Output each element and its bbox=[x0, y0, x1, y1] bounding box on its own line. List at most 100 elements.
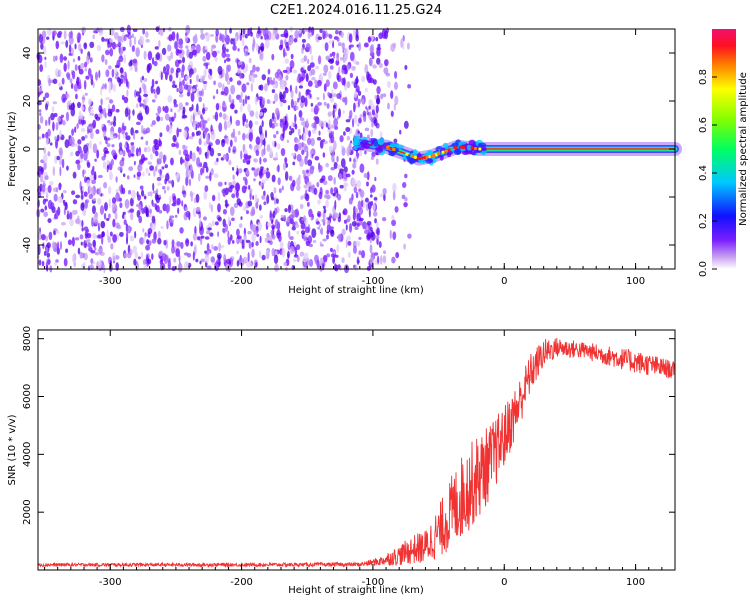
noise-blob bbox=[259, 111, 264, 117]
noise-blob bbox=[227, 237, 231, 245]
colorbar-tick-label: 0.4 bbox=[698, 165, 709, 181]
noise-blob bbox=[241, 239, 245, 249]
noise-blob bbox=[61, 77, 65, 85]
signal-blob bbox=[376, 147, 384, 153]
noise-blob bbox=[278, 188, 282, 193]
noise-blob bbox=[372, 105, 377, 111]
bottom-x-tick-label: 100 bbox=[626, 577, 645, 588]
noise-blob bbox=[351, 118, 355, 128]
signal-core-dot bbox=[413, 155, 417, 159]
noise-blob bbox=[337, 193, 342, 201]
noise-blob bbox=[191, 49, 197, 56]
noise-blob bbox=[101, 235, 104, 245]
noise-blob bbox=[217, 181, 223, 187]
noise-blob bbox=[368, 57, 373, 67]
noise-blob bbox=[289, 214, 294, 220]
noise-blob bbox=[343, 184, 347, 192]
noise-blob bbox=[356, 153, 359, 160]
noise-blob bbox=[145, 127, 151, 134]
noise-blob bbox=[44, 175, 49, 181]
noise-blob bbox=[192, 207, 197, 218]
noise-blob bbox=[260, 138, 263, 147]
noise-blob bbox=[316, 181, 320, 188]
noise-blob bbox=[303, 55, 308, 62]
noise-blob bbox=[122, 46, 126, 52]
noise-blob bbox=[289, 236, 294, 240]
noise-blob bbox=[298, 91, 301, 100]
noise-blob bbox=[249, 110, 255, 117]
noise-blob bbox=[231, 180, 236, 186]
noise-blob bbox=[336, 52, 340, 62]
noise-blob bbox=[135, 203, 141, 208]
noise-blob bbox=[129, 208, 135, 213]
noise-blob bbox=[122, 211, 126, 215]
noise-blob bbox=[132, 58, 138, 64]
noise-blob bbox=[112, 252, 117, 262]
noise-blob bbox=[377, 43, 381, 48]
noise-blob bbox=[52, 121, 55, 132]
noise-blob bbox=[57, 241, 60, 250]
noise-blob bbox=[264, 39, 270, 49]
noise-blob bbox=[81, 227, 84, 232]
signal-blob bbox=[356, 147, 365, 151]
noise-blob bbox=[383, 250, 386, 255]
noise-blob bbox=[40, 42, 44, 50]
noise-blob bbox=[117, 42, 122, 48]
signal-blob bbox=[390, 150, 395, 157]
noise-blob bbox=[202, 75, 206, 82]
noise-blob bbox=[220, 91, 225, 96]
noise-blob bbox=[66, 210, 70, 214]
noise-blob bbox=[113, 135, 116, 139]
noise-blob bbox=[156, 176, 162, 182]
noise-blob bbox=[47, 259, 51, 265]
noise-blob bbox=[245, 210, 250, 215]
noise-blob bbox=[213, 80, 216, 86]
noise-blob bbox=[275, 130, 279, 135]
noise-blob bbox=[43, 211, 49, 218]
noise-blob bbox=[90, 56, 93, 63]
noise-blob bbox=[188, 51, 194, 59]
noise-blob bbox=[376, 221, 379, 230]
noise-blob bbox=[105, 97, 111, 101]
noise-blob bbox=[243, 233, 247, 242]
noise-blob bbox=[108, 122, 112, 126]
noise-blob bbox=[351, 169, 355, 175]
noise-blob bbox=[340, 31, 344, 38]
noise-blob bbox=[326, 253, 330, 258]
noise-blob bbox=[243, 149, 248, 155]
noise-blob bbox=[208, 68, 212, 74]
noise-blob bbox=[211, 194, 216, 202]
noise-blob bbox=[379, 193, 384, 198]
noise-blob bbox=[325, 189, 329, 195]
noise-blob bbox=[93, 239, 96, 248]
noise-blob bbox=[152, 182, 155, 192]
noise-blob bbox=[52, 101, 58, 105]
noise-blob bbox=[283, 215, 286, 220]
noise-blob bbox=[203, 62, 209, 67]
noise-blob bbox=[80, 194, 84, 200]
noise-blob bbox=[245, 156, 251, 165]
noise-blob bbox=[204, 185, 209, 193]
noise-blob bbox=[65, 40, 69, 48]
noise-blob bbox=[123, 35, 127, 42]
noise-blob bbox=[203, 68, 207, 78]
noise-blob bbox=[87, 265, 91, 271]
noise-blob bbox=[379, 255, 383, 265]
noise-blob bbox=[355, 34, 359, 42]
noise-blob bbox=[350, 140, 353, 144]
noise-blob bbox=[171, 84, 177, 88]
noise-blob bbox=[264, 27, 269, 37]
noise-blob bbox=[284, 32, 289, 39]
noise-blob bbox=[109, 231, 113, 237]
noise-blob bbox=[372, 211, 378, 217]
noise-blob bbox=[153, 138, 159, 145]
noise-blob bbox=[217, 216, 222, 222]
noise-blob bbox=[253, 39, 256, 48]
noise-blob bbox=[89, 174, 94, 182]
noise-blob bbox=[272, 100, 276, 104]
noise-blob bbox=[337, 216, 342, 223]
noise-blob bbox=[260, 46, 264, 52]
noise-blob bbox=[259, 53, 264, 61]
noise-blob bbox=[244, 94, 248, 105]
noise-blob bbox=[376, 97, 381, 105]
